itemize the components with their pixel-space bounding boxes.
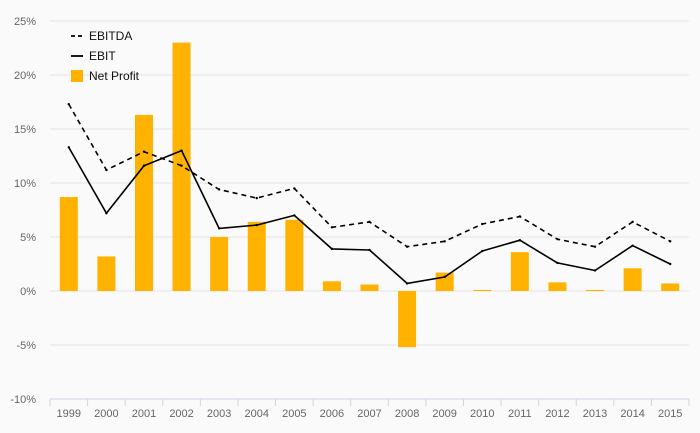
net-profit-bar: [322, 281, 341, 291]
ebit-point: [105, 212, 108, 215]
net-profit-legend-swatch: [71, 70, 83, 82]
net-profit-bar: [59, 197, 78, 291]
ebitda-point: [518, 215, 522, 218]
net-profit-bar: [97, 256, 116, 291]
ebit-point: [518, 239, 522, 242]
y-tick-label: -10%: [10, 394, 36, 406]
x-tick-label: 2008: [395, 408, 419, 420]
legend-label: Net Profit: [89, 69, 140, 83]
net-profit-bar: [285, 219, 304, 291]
y-tick-label: 10%: [14, 178, 36, 190]
net-profit-bar: [435, 272, 454, 291]
net-profit-bar: [360, 284, 379, 291]
ebitda-point: [405, 245, 409, 248]
ebitda-point: [330, 226, 334, 229]
ebit-point: [481, 249, 484, 253]
x-tick-label: 2007: [357, 408, 381, 420]
ebitda-point: [255, 196, 258, 200]
x-tick-label: 2014: [620, 408, 644, 420]
net-profit-bar: [586, 289, 605, 291]
ebit-point: [180, 149, 183, 152]
y-tick-label: 0%: [20, 286, 36, 298]
x-tick-label: 2002: [169, 408, 193, 420]
x-tick-label: 2015: [658, 408, 682, 420]
ebitda-point: [368, 220, 371, 224]
net-profit-bar: [247, 221, 266, 291]
ebit-point: [556, 261, 559, 265]
x-tick-label: 2006: [320, 408, 344, 420]
ebitda-point: [67, 102, 70, 106]
ebit-point: [67, 146, 70, 149]
ebit-point: [669, 262, 672, 266]
net-profit-bar: [623, 268, 642, 291]
ebit-point: [631, 244, 634, 247]
net-profit-bar: [134, 114, 153, 292]
ebitda-point: [443, 240, 446, 243]
net-profit-bar: [510, 252, 529, 291]
net-profit-bar: [398, 291, 417, 348]
x-tick-label: 2010: [470, 408, 494, 420]
ebit-point: [293, 214, 296, 217]
ebitda-point: [293, 187, 296, 190]
ebitda-point: [180, 164, 183, 167]
ebitda-point: [631, 220, 634, 224]
ebit-point: [443, 275, 446, 279]
ebit-point: [593, 269, 597, 272]
net-profit-bar: [210, 237, 229, 291]
y-tick-label: 15%: [14, 124, 36, 136]
ebit-point: [255, 223, 258, 227]
y-tick-label: 20%: [14, 70, 36, 82]
x-tick-label: 2005: [282, 408, 306, 420]
ebitda-point: [217, 188, 221, 191]
ebitda-line: [68, 103, 671, 248]
x-tick-label: 2000: [94, 408, 118, 420]
ebit-point: [405, 282, 409, 285]
x-axis: 1999 2000 2001 2002 2003 2004 2005 2006 2007 2008…: [49, 398, 690, 420]
net-profit-bar: [661, 283, 680, 291]
y-axis-tick-labels: -10% -5% 0% 5% 10% 15% 20% 25%: [10, 16, 36, 406]
x-tick-label: 2012: [545, 408, 569, 420]
legend-label: EBITDA: [89, 29, 132, 43]
x-tick-label: 1999: [57, 408, 81, 420]
ebit-line: [68, 147, 671, 285]
x-tick-label: 2011: [508, 408, 532, 420]
y-tick-label: -5%: [16, 340, 36, 352]
gridlines: [50, 20, 689, 346]
line-series: [67, 102, 672, 285]
x-tick-label: 2009: [432, 408, 456, 420]
net-profit-bar: [548, 282, 567, 291]
legend: EBITDA EBIT Net Profit: [71, 29, 140, 83]
y-tick-label: 25%: [14, 16, 36, 28]
ebitda-point: [556, 237, 559, 241]
net-profit-bars: [59, 42, 680, 348]
x-tick-label: 2013: [583, 408, 607, 420]
ebitda-point: [669, 240, 672, 243]
y-tick-label: 5%: [20, 232, 36, 244]
ebitda-point: [593, 245, 597, 248]
ebit-point: [368, 248, 371, 252]
ebitda-point: [481, 222, 484, 226]
net-profit-bar: [473, 289, 492, 291]
x-tick-label: 2001: [132, 408, 156, 420]
ebit-point: [142, 164, 146, 167]
legend-label: EBIT: [89, 49, 116, 63]
ebitda-point: [105, 168, 108, 172]
ebitda-point: [142, 150, 146, 153]
x-tick-label: 2003: [207, 408, 231, 420]
ebit-point: [217, 227, 221, 230]
ebit-point: [330, 247, 334, 251]
x-tick-label: 2004: [244, 408, 268, 420]
